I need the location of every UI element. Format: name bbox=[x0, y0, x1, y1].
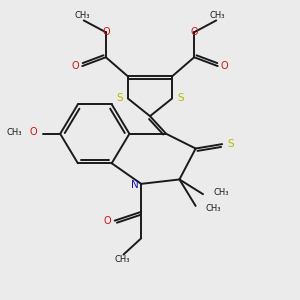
Text: O: O bbox=[190, 27, 198, 37]
Text: O: O bbox=[72, 61, 80, 71]
Text: S: S bbox=[228, 139, 234, 149]
Text: CH₃: CH₃ bbox=[210, 11, 226, 20]
Text: O: O bbox=[220, 61, 228, 71]
Text: O: O bbox=[102, 27, 110, 37]
Text: CH₃: CH₃ bbox=[6, 128, 22, 137]
Text: CH₃: CH₃ bbox=[74, 11, 90, 20]
Text: O: O bbox=[103, 216, 111, 226]
Text: S: S bbox=[116, 94, 123, 103]
Text: CH₃: CH₃ bbox=[213, 188, 229, 197]
Text: N: N bbox=[131, 180, 139, 190]
Text: O: O bbox=[29, 127, 37, 137]
Text: S: S bbox=[177, 94, 184, 103]
Text: CH₃: CH₃ bbox=[206, 204, 221, 213]
Text: CH₃: CH₃ bbox=[114, 255, 130, 264]
